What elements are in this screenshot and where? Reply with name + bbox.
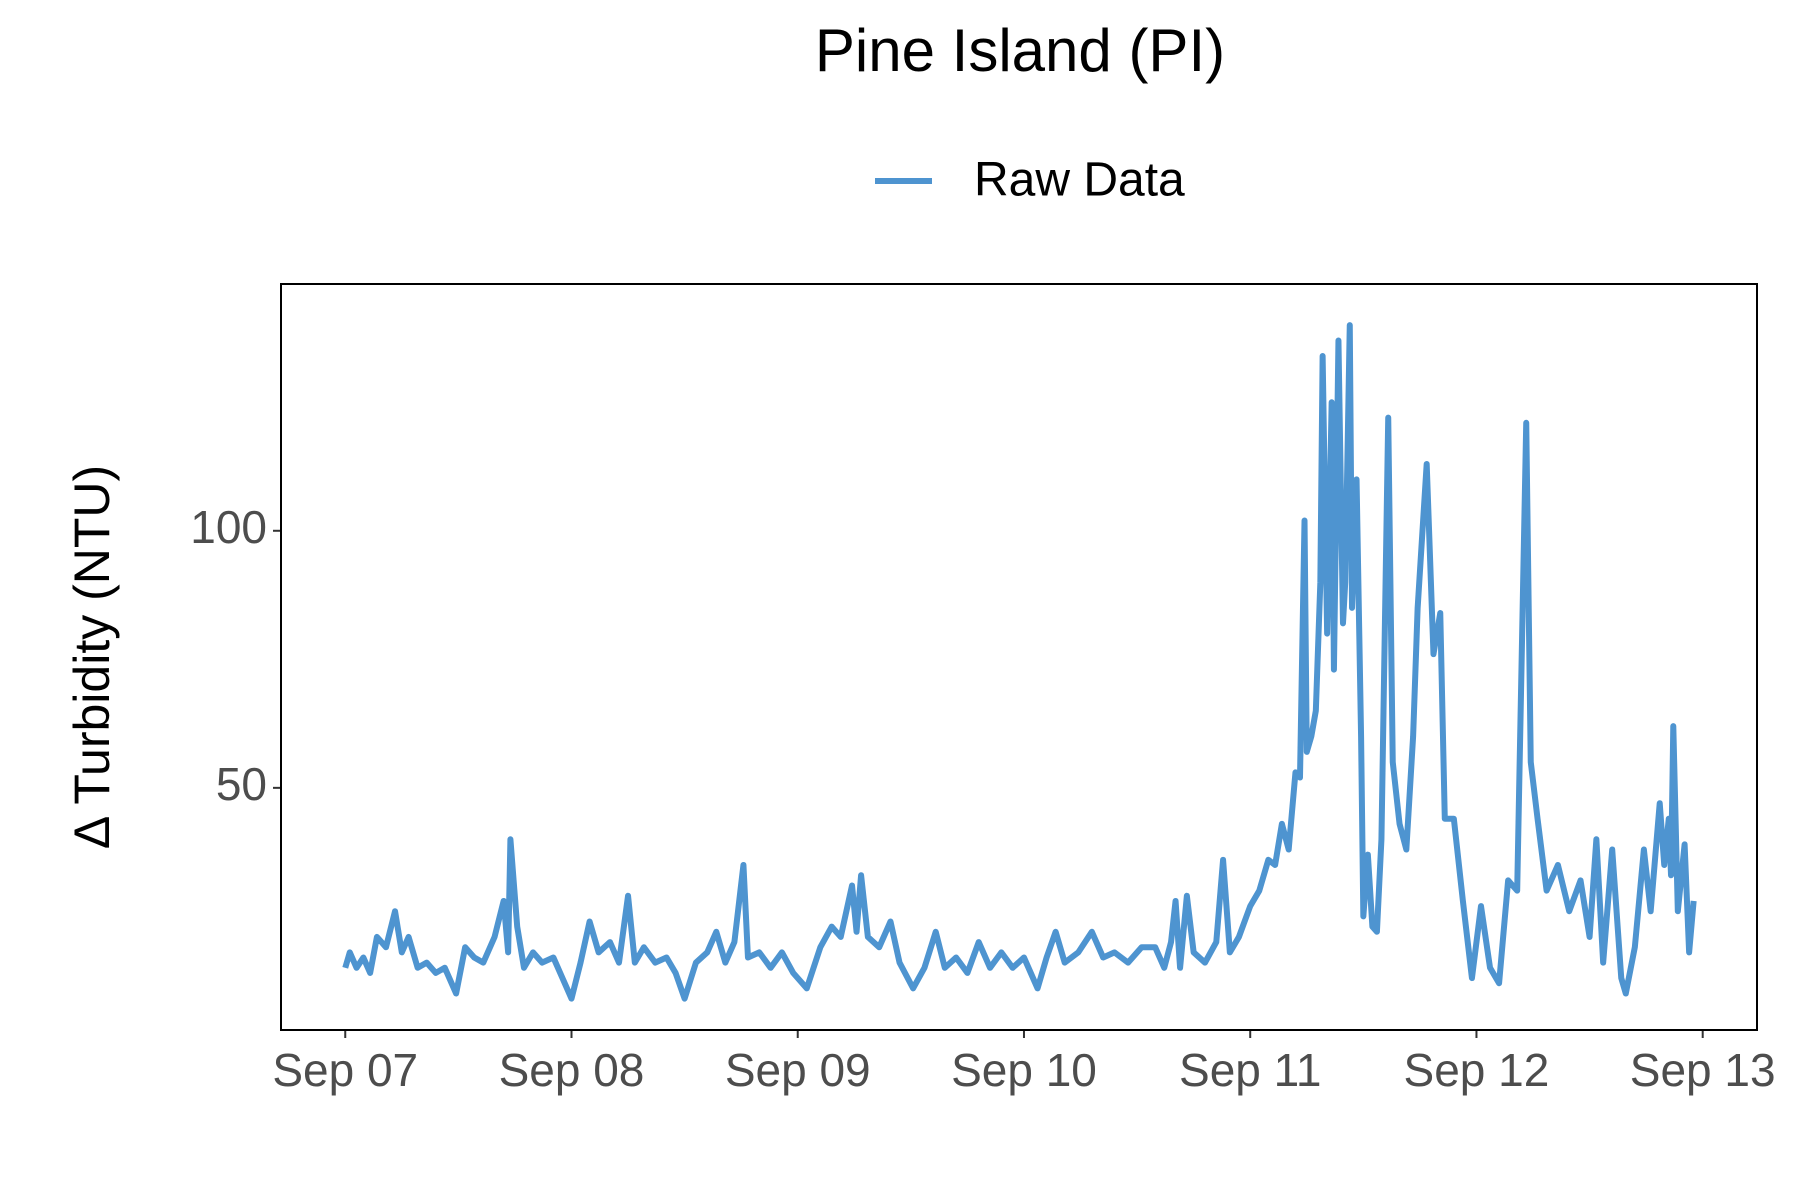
data-line xyxy=(342,322,1697,1002)
y-tick-label: 50 xyxy=(216,758,267,810)
legend-label: Raw Data xyxy=(974,154,1185,207)
x-tick-label: Sep 10 xyxy=(951,1044,1097,1096)
x-tick-label: Sep 09 xyxy=(725,1044,871,1096)
x-tick-label: Sep 12 xyxy=(1404,1044,1550,1096)
plot-border xyxy=(280,283,1758,1031)
chart-title: Pine Island (PI) xyxy=(815,17,1225,84)
y-tick-label: 100 xyxy=(190,501,267,553)
y-axis-title: Δ Turbidity (NTU) xyxy=(64,465,120,849)
x-tick-label: Sep 13 xyxy=(1630,1044,1776,1096)
x-tick-label: Sep 11 xyxy=(1179,1044,1321,1096)
x-tick-label: Sep 07 xyxy=(272,1044,418,1096)
x-tick-label: Sep 08 xyxy=(499,1044,645,1096)
